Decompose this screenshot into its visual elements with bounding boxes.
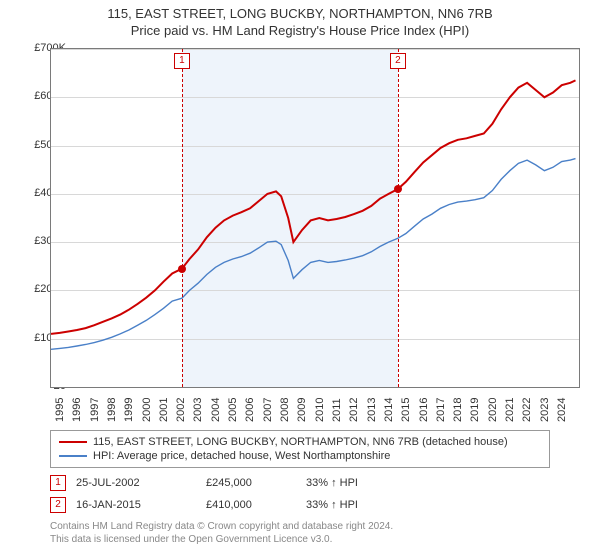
x-tick-label: 2022 bbox=[521, 398, 533, 422]
x-tick-label: 1997 bbox=[89, 398, 101, 422]
x-tick-label: 2019 bbox=[469, 398, 481, 422]
txn-price: £410,000 bbox=[206, 499, 296, 511]
x-tick-label: 2000 bbox=[141, 398, 153, 422]
marker-dot bbox=[394, 185, 402, 193]
x-tick-label: 2023 bbox=[539, 398, 551, 422]
x-tick-label: 2013 bbox=[366, 398, 378, 422]
x-tick-label: 2008 bbox=[279, 398, 291, 422]
x-tick-label: 2017 bbox=[435, 398, 447, 422]
txn-price: £245,000 bbox=[206, 477, 296, 489]
x-tick-label: 2010 bbox=[314, 398, 326, 422]
x-tick-label: 2012 bbox=[348, 398, 360, 422]
x-tick-label: 1996 bbox=[71, 398, 83, 422]
legend: 115, EAST STREET, LONG BUCKBY, NORTHAMPT… bbox=[50, 430, 550, 468]
title-block: 115, EAST STREET, LONG BUCKBY, NORTHAMPT… bbox=[0, 0, 600, 40]
x-tick-label: 2015 bbox=[400, 398, 412, 422]
legend-item-2: HPI: Average price, detached house, West… bbox=[59, 449, 541, 463]
table-row: 1 25-JUL-2002 £245,000 33% ↑ HPI bbox=[50, 472, 550, 494]
marker-label: 2 bbox=[390, 53, 406, 69]
legend-swatch-2 bbox=[59, 455, 87, 457]
x-tick-label: 2020 bbox=[487, 398, 499, 422]
footer-line1: Contains HM Land Registry data © Crown c… bbox=[50, 520, 393, 533]
x-tick-label: 2006 bbox=[244, 398, 256, 422]
x-tick-label: 2007 bbox=[262, 398, 274, 422]
footer-line2: This data is licensed under the Open Gov… bbox=[50, 533, 393, 546]
x-tick-label: 2004 bbox=[210, 398, 222, 422]
x-tick-label: 2005 bbox=[227, 398, 239, 422]
x-tick-label: 2011 bbox=[331, 398, 343, 422]
txn-pct: 33% ↑ HPI bbox=[306, 499, 406, 511]
txn-date: 16-JAN-2015 bbox=[76, 499, 196, 511]
txn-pct: 33% ↑ HPI bbox=[306, 477, 406, 489]
x-tick-label: 2021 bbox=[504, 398, 516, 422]
x-tick-label: 2018 bbox=[452, 398, 464, 422]
legend-item-1: 115, EAST STREET, LONG BUCKBY, NORTHAMPT… bbox=[59, 435, 541, 449]
x-tick-label: 1999 bbox=[123, 398, 135, 422]
legend-label-2: HPI: Average price, detached house, West… bbox=[93, 450, 390, 462]
x-tick-label: 2009 bbox=[296, 398, 308, 422]
transactions-table: 1 25-JUL-2002 £245,000 33% ↑ HPI 2 16-JA… bbox=[50, 472, 550, 516]
x-tick-label: 2024 bbox=[556, 398, 568, 422]
chart-container: 115, EAST STREET, LONG BUCKBY, NORTHAMPT… bbox=[0, 0, 600, 560]
legend-label-1: 115, EAST STREET, LONG BUCKBY, NORTHAMPT… bbox=[93, 436, 508, 448]
title-address: 115, EAST STREET, LONG BUCKBY, NORTHAMPT… bbox=[0, 6, 600, 23]
title-subtitle: Price paid vs. HM Land Registry's House … bbox=[0, 23, 600, 40]
marker-badge: 2 bbox=[50, 497, 66, 513]
x-tick-label: 2014 bbox=[383, 398, 395, 422]
txn-date: 25-JUL-2002 bbox=[76, 477, 196, 489]
footer-attribution: Contains HM Land Registry data © Crown c… bbox=[50, 520, 393, 546]
x-tick-label: 1995 bbox=[54, 398, 66, 422]
x-tick-label: 2003 bbox=[192, 398, 204, 422]
marker-label: 1 bbox=[174, 53, 190, 69]
line-series bbox=[51, 49, 579, 387]
x-tick-label: 2002 bbox=[175, 398, 187, 422]
x-tick-label: 1998 bbox=[106, 398, 118, 422]
x-tick-label: 2016 bbox=[418, 398, 430, 422]
marker-badge: 1 bbox=[50, 475, 66, 491]
legend-swatch-1 bbox=[59, 441, 87, 443]
marker-dot bbox=[178, 265, 186, 273]
x-tick-label: 2001 bbox=[158, 398, 170, 422]
plot-area: 12 bbox=[50, 48, 580, 388]
table-row: 2 16-JAN-2015 £410,000 33% ↑ HPI bbox=[50, 494, 550, 516]
